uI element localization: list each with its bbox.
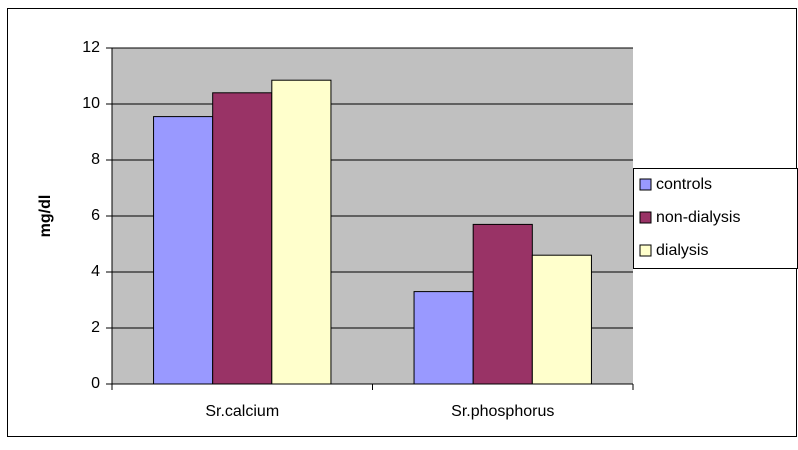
legend-swatch [639, 178, 652, 191]
x-tick-label: Sr.calcium [205, 403, 279, 420]
y-tick-label: 10 [82, 95, 100, 112]
bar [413, 291, 474, 385]
y-axis-label: mg/dl [37, 195, 54, 238]
legend-label: dialysis [656, 242, 708, 259]
legend-swatch [639, 211, 652, 224]
y-tick-label: 8 [91, 151, 100, 168]
y-tick-label: 0 [91, 375, 100, 392]
y-tick-label: 12 [82, 39, 100, 56]
legend-swatch [639, 244, 652, 257]
bar [153, 116, 214, 385]
y-tick-label: 4 [91, 263, 100, 280]
bar [472, 223, 533, 385]
bar [212, 92, 273, 385]
bar [271, 79, 332, 385]
legend-label: controls [656, 176, 712, 193]
y-tick-label: 2 [91, 319, 100, 336]
bar [531, 254, 592, 385]
y-tick-label: 6 [91, 207, 100, 224]
legend-label: non-dialysis [656, 209, 740, 226]
legend-box [633, 168, 798, 269]
x-tick-label: Sr.phosphorus [451, 403, 554, 420]
